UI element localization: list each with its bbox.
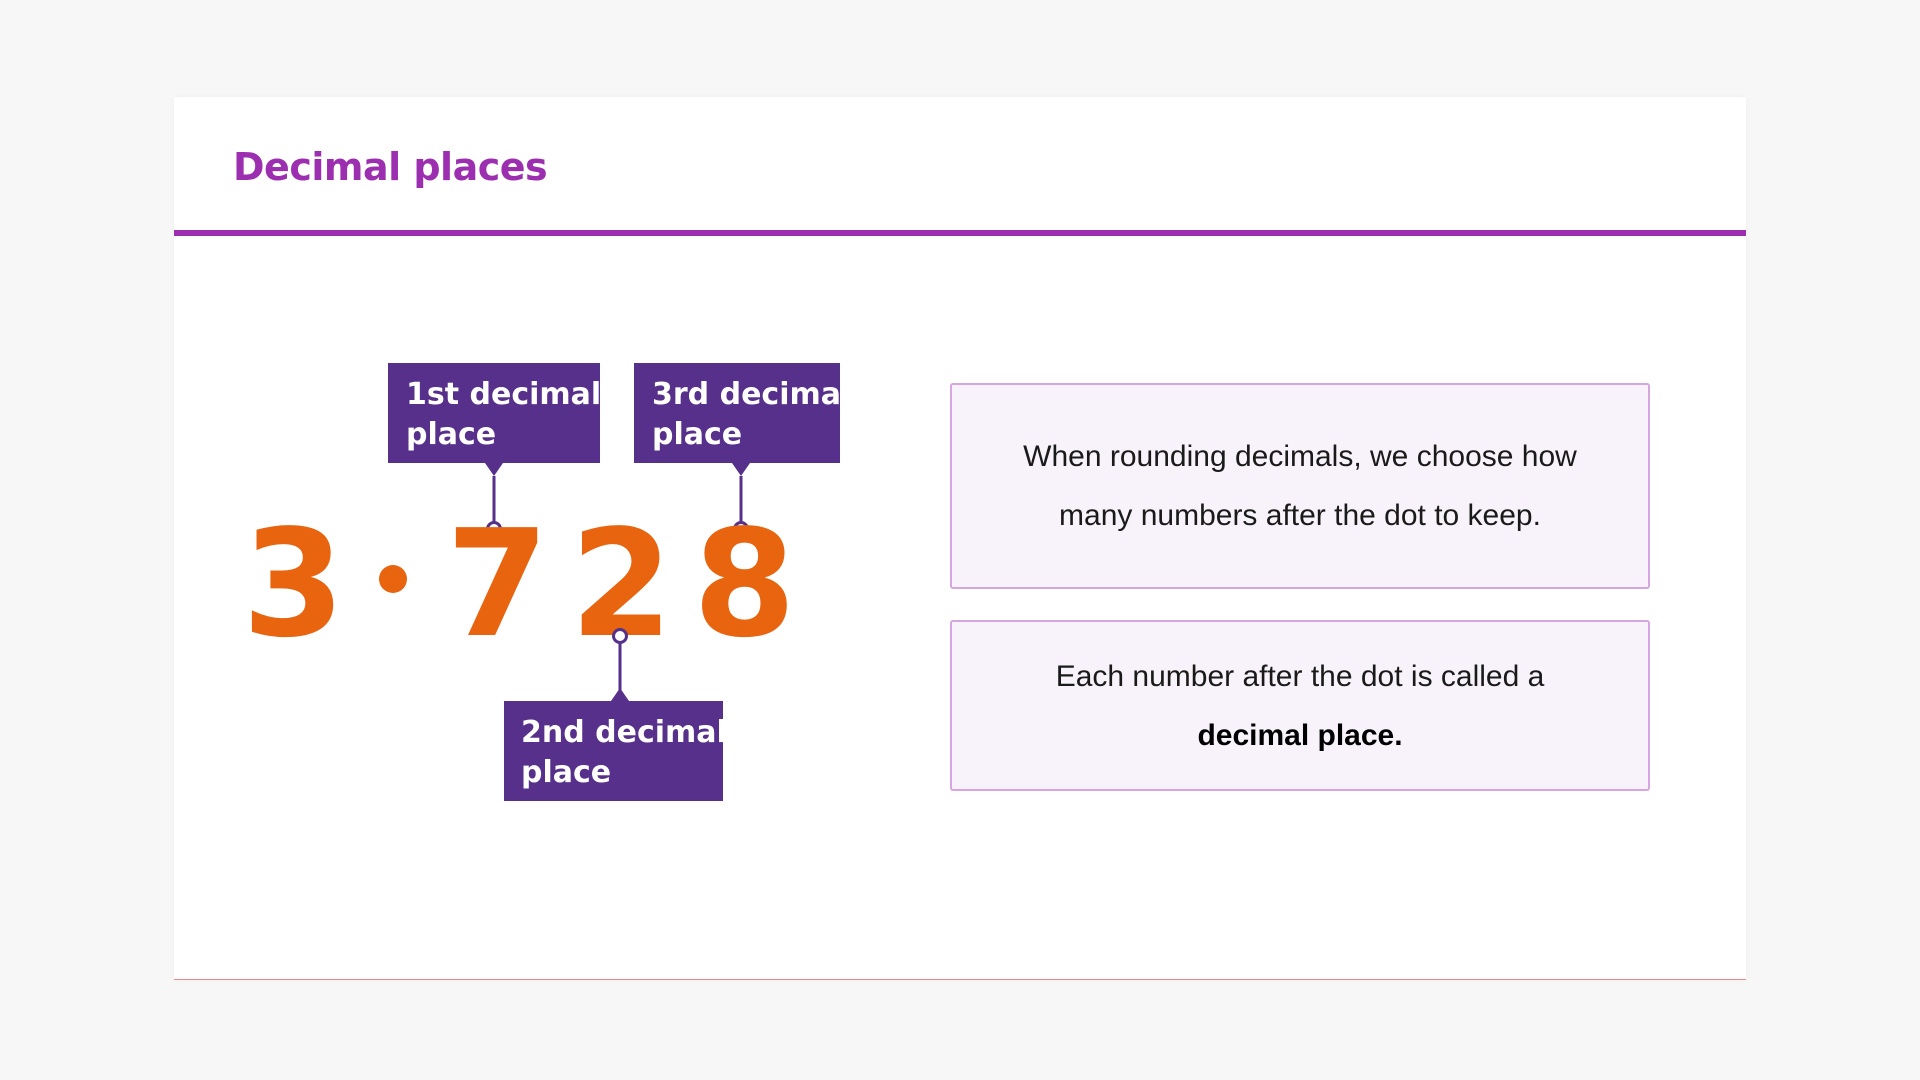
slide-bottom-border	[174, 979, 1746, 980]
slide: Decimal places 1st decimal place 3rd dec…	[174, 97, 1746, 980]
label-2nd-decimal-place: 2nd decimal place	[504, 628, 727, 801]
info-text-definition: Each number after the dot is called a dec…	[1016, 647, 1585, 765]
decimal-places-diagram: 1st decimal place 3rd decimal place 3 7 …	[240, 363, 840, 803]
label-pointer-2nd	[611, 688, 629, 701]
label-1st-line-1: 1st decimal	[406, 377, 601, 412]
label-pointer-1st	[485, 463, 503, 476]
slide-header: Decimal places	[174, 97, 1746, 236]
digit-7: 7	[446, 498, 549, 670]
info-text-rounding: When rounding decimals, we choose how man…	[983, 427, 1617, 545]
label-1st-decimal-place: 1st decimal place	[388, 363, 601, 537]
decimal-point	[379, 565, 407, 593]
label-box-1st	[388, 363, 600, 463]
label-3rd-line-2: place	[652, 417, 742, 452]
label-box-2nd	[504, 701, 723, 801]
label-3rd-decimal-place: 3rd decimal place	[634, 363, 840, 537]
connector-dot-3rd	[733, 521, 749, 537]
label-box-3rd	[634, 363, 840, 463]
slide-title: Decimal places	[233, 145, 548, 189]
label-pointer-3rd	[732, 463, 750, 476]
label-3rd-line-1: 3rd decimal	[652, 377, 840, 412]
decimal-diagram-svg: 1st decimal place 3rd decimal place 3 7 …	[242, 363, 840, 801]
label-1st-line-2: place	[406, 417, 496, 452]
decimal-place-term: decimal place.	[1197, 718, 1403, 752]
digit-3: 3	[242, 498, 345, 670]
info-box-rounding: When rounding decimals, we choose how man…	[950, 383, 1650, 589]
label-2nd-line-1: 2nd decimal	[521, 715, 727, 750]
connector-dot-1st	[486, 521, 502, 537]
info-line: When rounding decimals, we choose how	[1023, 440, 1577, 473]
digit-8: 8	[693, 498, 796, 670]
info-box-definition: Each number after the dot is called a dec…	[950, 620, 1650, 791]
info-line: many numbers after the dot to keep.	[1059, 499, 1541, 532]
connector-dot-2nd	[612, 628, 628, 644]
title-underline	[174, 230, 1746, 236]
label-2nd-line-2: place	[521, 755, 611, 790]
decimal-number: 3 7 2 8	[242, 498, 796, 670]
info-line: Each number after the dot is called a	[1055, 659, 1545, 693]
